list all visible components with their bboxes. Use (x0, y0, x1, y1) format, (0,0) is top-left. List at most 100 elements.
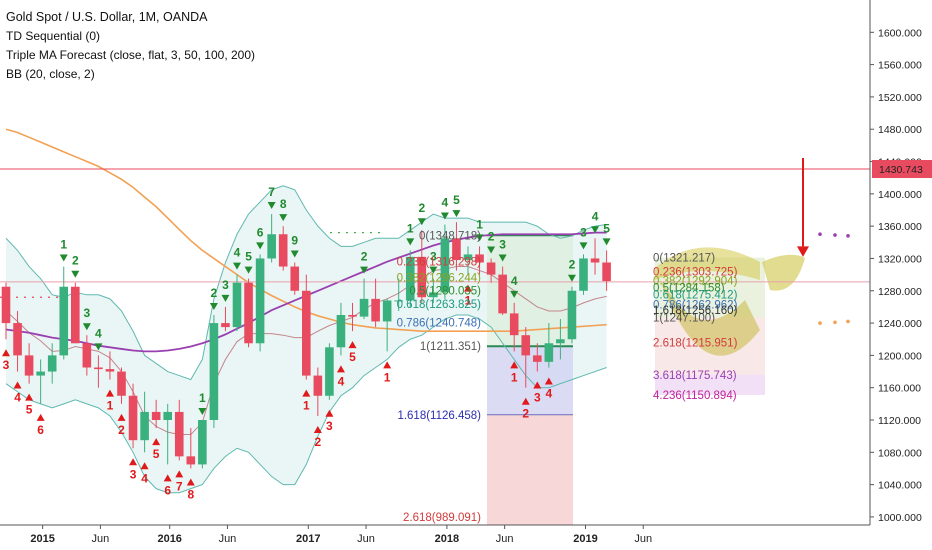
indicator-triple-ma-forecast[interactable]: Triple MA Forecast (close, flat, 3, 50, … (6, 48, 255, 62)
td-red-arrow-13 (152, 438, 161, 446)
td-red-label-3: 6 (37, 423, 44, 437)
price-tick-label-1: 1040.000 (878, 480, 922, 492)
candle-body-22 (255, 258, 265, 344)
td-green-arrow-44 (510, 290, 519, 298)
forecast-arrow-head (797, 246, 809, 257)
td-green-arrow-20 (233, 262, 241, 270)
candle-body-8 (94, 367, 103, 370)
bollinger-upper-line (5, 185, 607, 381)
td-green-label-22: 6 (257, 225, 264, 239)
td-red-label-30: 5 (349, 350, 356, 364)
td-green-arrow-8 (94, 343, 103, 351)
candle-body-12 (140, 411, 149, 441)
candle-body-34 (394, 300, 403, 302)
time-tick-label-1: Jun (92, 533, 110, 545)
td-green-label-17: 1 (199, 391, 206, 405)
td-green-label-7: 3 (84, 306, 91, 320)
td-red-arrow-28 (325, 409, 334, 417)
chart-title[interactable]: Gold Spot / U.S. Dollar, 1M, OANDA (6, 10, 208, 24)
td-red-arrow-12 (140, 462, 149, 470)
td-green-label-35: 1 (407, 221, 414, 235)
fib-left-label-7: 1.618(1126.458) (397, 410, 481, 422)
td-green-label-8: 4 (95, 326, 102, 340)
price-tick-label-8: 1320.000 (878, 253, 922, 265)
td-red-arrow-3 (36, 413, 45, 421)
td-red-label-46: 3 (534, 391, 541, 405)
candle-body-49 (567, 290, 577, 340)
fib-right-label-10: 4.236(1150.894) (653, 390, 737, 402)
td-green-arrow-35 (406, 238, 415, 246)
td-red-arrow-9 (105, 389, 114, 397)
candle-body-13 (151, 411, 161, 420)
td-red-label-26: 1 (303, 399, 310, 413)
fib-right-label-5: 0.786(1262.962) (653, 300, 738, 312)
current-price-label: 1430.743 (879, 164, 923, 176)
fib-right-label-8: 2.618(1215.951) (653, 338, 738, 350)
td-red-arrow-11 (129, 458, 138, 466)
indicator-td-sequential[interactable]: TD Sequential (0) (6, 29, 101, 43)
time-tick-label-3: Jun (219, 533, 237, 545)
fib-left-label-6: 1(1211.351) (420, 341, 481, 353)
td-green-arrow-22 (256, 242, 265, 250)
td-green-label-31: 2 (361, 250, 368, 264)
td-green-arrow-31 (360, 266, 369, 274)
td-red-arrow-2 (25, 393, 34, 401)
chart-legend: Gold Spot / U.S. Dollar, 1M, OANDA TD Se… (6, 8, 255, 84)
td-red-label-44: 1 (511, 370, 518, 384)
candle-body-46 (533, 355, 542, 362)
td-red-label-2: 5 (26, 403, 33, 417)
fib-left-label-2: 0.382(1296.244) (397, 273, 482, 285)
candle-body-10 (117, 371, 126, 396)
candle-body-1 (13, 323, 22, 356)
price-tick-label-15: 1600.000 (878, 27, 922, 39)
indicator-bollinger-bands[interactable]: BB (20, close, 2) (6, 67, 95, 81)
td-green-label-23: 7 (268, 185, 275, 199)
td-red-arrow-33 (383, 361, 392, 369)
td-green-label-36: 2 (418, 201, 425, 215)
td-green-arrow-43 (498, 254, 507, 262)
td-red-arrow-29 (336, 365, 345, 373)
td-green-arrow-23 (267, 202, 276, 210)
td-red-label-45: 2 (522, 407, 529, 421)
td-green-label-41: 1 (476, 217, 483, 231)
fib-right-zone-lower (655, 374, 765, 395)
price-tick-label-0: 1000.000 (878, 512, 922, 524)
price-tick-label-3: 1120.000 (878, 415, 921, 427)
candle-body-28 (325, 347, 334, 396)
td-red-label-14: 6 (164, 483, 171, 497)
td-green-arrow-7 (82, 323, 91, 331)
td-red-label-16: 8 (187, 487, 194, 501)
td-green-label-42: 2 (488, 229, 495, 243)
fib-left-label-5: 0.786(1240.748) (397, 317, 482, 329)
candle-body-4 (47, 355, 57, 372)
td-green-arrow-38 (440, 212, 449, 220)
candle-body-24 (278, 234, 288, 267)
candle-body-31 (359, 298, 369, 317)
td-green-label-51: 4 (592, 209, 599, 223)
candle-body-38 (440, 238, 450, 293)
time-tick-label-0: 2015 (30, 533, 54, 545)
td-red-arrow-27 (313, 425, 322, 433)
time-tick-label-9: Jun (634, 533, 652, 545)
price-tick-label-2: 1080.000 (878, 447, 922, 459)
td-red-arrow-44 (510, 361, 519, 369)
fib-left-label-4: 0.618(1263.825) (397, 299, 482, 311)
td-green-label-49: 2 (569, 258, 576, 272)
price-tick-label-14: 1560.000 (878, 60, 922, 72)
td-green-arrow-6 (71, 270, 80, 278)
forecast-dot-purple-2 (846, 234, 850, 238)
td-red-label-10: 2 (118, 423, 125, 437)
fib-right-label-3: 0.5(1284.158) (653, 282, 725, 294)
candle-body-7 (82, 343, 92, 368)
td-red-arrow-14 (163, 474, 172, 482)
candle-body-17 (198, 420, 207, 465)
candle-body-43 (498, 274, 507, 314)
td-red-arrow-16 (186, 478, 195, 486)
td-red-label-29: 4 (338, 374, 345, 388)
td-green-arrow-42 (487, 246, 496, 254)
td-red-label-12: 4 (141, 471, 148, 485)
candle-body-29 (336, 315, 346, 348)
time-tick-label-8: 2019 (573, 533, 597, 545)
candle-body-11 (128, 395, 138, 441)
